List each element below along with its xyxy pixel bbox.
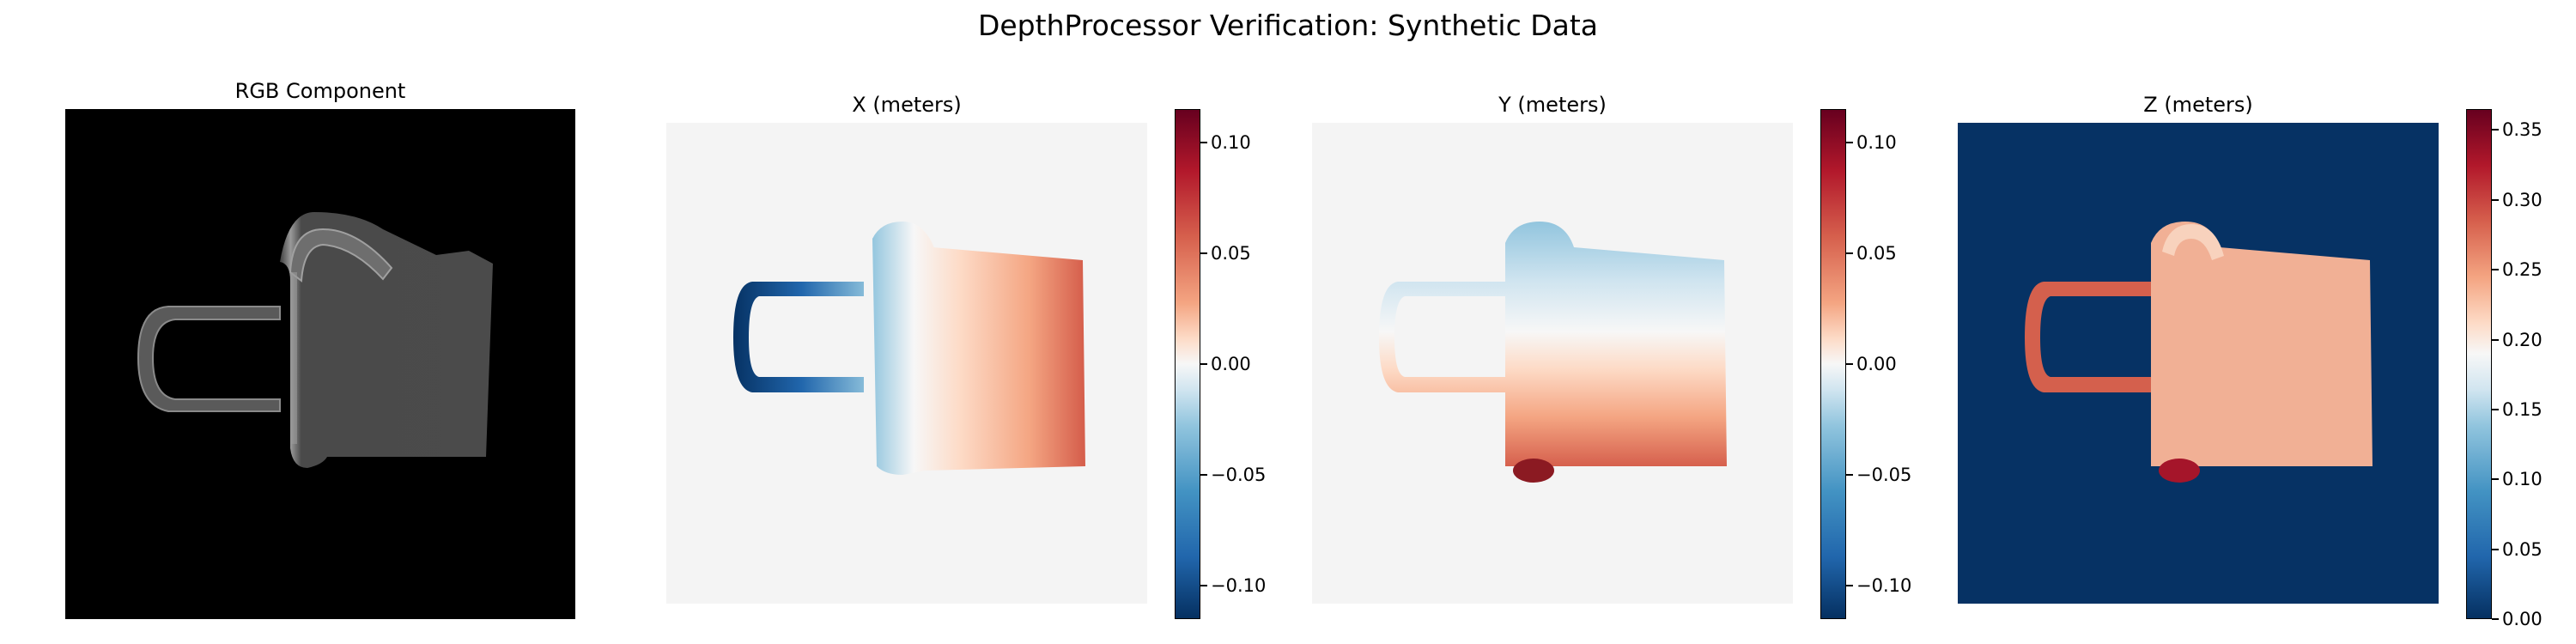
colorbar-tick-label: 0.30 [2502, 189, 2543, 210]
rgb-mug-rim-highlight [290, 272, 297, 444]
colorbar-tick-label: 0.00 [1211, 354, 1251, 374]
colorbar-tick-label: 0.10 [1211, 131, 1251, 153]
colorbar-tick [2492, 618, 2499, 620]
colorbar-tick [1846, 474, 1853, 477]
colorbar-tick-label: 0.05 [1211, 242, 1251, 264]
colorbar-tick-label: 0.00 [1856, 354, 1897, 374]
x-mug-top-handle [881, 224, 937, 260]
colorbar-tick [1200, 252, 1207, 254]
y-colorbar [1820, 109, 1846, 619]
colorbar-tick [2492, 548, 2499, 550]
colorbar-tick [1200, 141, 1207, 143]
rgb-mug [137, 212, 493, 468]
x-title: X (meters) [852, 93, 962, 117]
colorbar-tick [1846, 141, 1853, 143]
colorbar-tick-label: −0.10 [1211, 575, 1267, 597]
colorbar-tick [2492, 129, 2499, 131]
colorbar-tick [1846, 363, 1853, 365]
colorbar-tick-label: 0.05 [1856, 242, 1897, 264]
z-mug-handle [2025, 282, 2155, 392]
x-heatmap [666, 123, 1147, 604]
y-title: Y (meters) [1498, 93, 1607, 117]
colorbar-tick [2492, 478, 2499, 481]
y-heatmap [1312, 123, 1793, 604]
colorbar-tick [1200, 585, 1207, 587]
y-mug-body [1505, 222, 1727, 466]
rgb-title: RGB Component [234, 79, 406, 103]
rgb-panel [65, 109, 575, 619]
colorbar-tick-label: 0.10 [1856, 131, 1897, 153]
x-mug-body [872, 222, 1085, 475]
colorbar-tick-label: 0.35 [2502, 119, 2543, 141]
y-mug-base-spot [1513, 459, 1554, 483]
colorbar-tick [1846, 585, 1853, 587]
colorbar-tick [2492, 338, 2499, 341]
colorbar-tick-label: −0.05 [1211, 465, 1267, 486]
x-mug-handle [733, 282, 864, 392]
z-heatmap [1958, 123, 2439, 604]
colorbar-tick [2492, 198, 2499, 201]
rgb-mug-handle [137, 306, 281, 412]
y-mug-handle [1379, 282, 1510, 392]
colorbar-tick [2492, 408, 2499, 410]
z-mug-top-handle [2162, 224, 2224, 260]
colorbar-tick-label: 0.00 [2502, 609, 2543, 629]
x-colorbar [1175, 109, 1200, 619]
colorbar-tick-label: −0.10 [1856, 575, 1912, 597]
z-title: Z (meters) [2143, 93, 2253, 117]
z-mug-base-spot [2159, 459, 2200, 483]
colorbar-tick-label: 0.20 [2502, 329, 2543, 350]
rgb-mug-top-handle [289, 228, 393, 283]
colorbar-tick-label: 0.15 [2502, 398, 2543, 420]
figure-title: DepthProcessor Verification: Synthetic D… [977, 9, 1599, 42]
colorbar-tick-label: −0.05 [1856, 465, 1912, 486]
rgb-mug-body [280, 212, 493, 468]
colorbar-tick-label: 0.05 [2502, 538, 2543, 560]
z-mug-body [2151, 222, 2372, 466]
colorbar-tick-label: 0.10 [2502, 469, 2543, 490]
z-colorbar [2466, 109, 2492, 619]
colorbar-tick-label: 0.25 [2502, 259, 2543, 281]
colorbar-tick [1200, 474, 1207, 477]
colorbar-tick [2492, 269, 2499, 271]
colorbar-tick [1200, 363, 1207, 365]
colorbar-tick [1846, 252, 1853, 254]
